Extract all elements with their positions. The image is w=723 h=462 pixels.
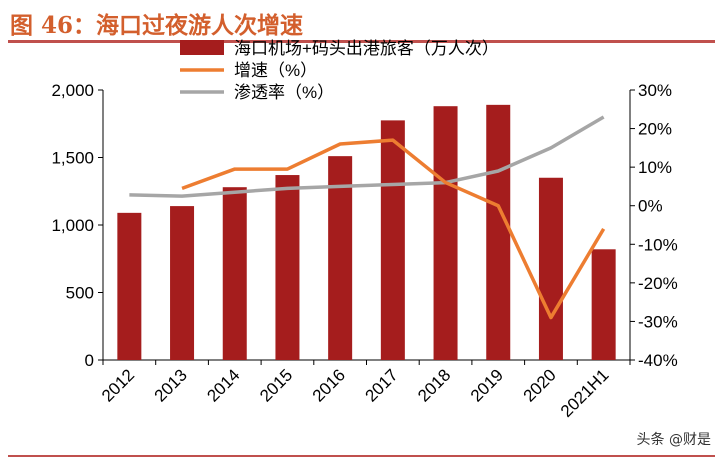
legend-label-bar: 海口机场+码头出港旅客（万人次） xyxy=(234,39,499,58)
x-tick-label: 2014 xyxy=(203,365,243,405)
x-tick-label: 2021H1 xyxy=(557,365,613,421)
legend-swatch-bar xyxy=(180,40,224,55)
right-tick-label: 0% xyxy=(638,197,663,216)
right-tick-label: 10% xyxy=(638,158,672,177)
x-tick-label: 2017 xyxy=(361,365,401,405)
x-tick-label: 2020 xyxy=(520,365,560,405)
bar xyxy=(222,187,247,360)
x-tick-label: 2016 xyxy=(309,365,349,405)
x-tick-label: 2012 xyxy=(98,365,138,405)
right-tick-label: -40% xyxy=(638,351,678,370)
left-tick-label: 500 xyxy=(66,284,94,303)
bar xyxy=(117,212,142,360)
left-tick-label: 2,000 xyxy=(51,81,94,100)
figure-title: 图 46：海口过夜游人次增速 xyxy=(10,12,304,39)
bottom-rule xyxy=(8,455,715,457)
bar xyxy=(380,120,405,360)
bar xyxy=(170,206,195,360)
bar xyxy=(433,106,458,360)
legend-label-penetration: 渗透率（%） xyxy=(234,83,334,102)
bar xyxy=(275,175,300,360)
legend-label-growth: 增速（%） xyxy=(234,61,317,80)
bar xyxy=(538,177,563,360)
growth-line xyxy=(181,138,606,320)
left-tick-label: 0 xyxy=(85,351,94,370)
penetration-line xyxy=(129,115,605,198)
right-tick-label: 30% xyxy=(638,81,672,100)
left-tick-label: 1,000 xyxy=(51,216,94,235)
x-tick-label: 2019 xyxy=(467,365,507,405)
right-tick-label: -20% xyxy=(638,274,678,293)
x-tick-label: 2015 xyxy=(256,365,296,405)
bar xyxy=(591,249,616,360)
bar xyxy=(486,104,511,360)
x-tick-label: 2013 xyxy=(151,365,191,405)
bar xyxy=(328,156,353,360)
right-tick-label: -30% xyxy=(638,312,678,331)
right-tick-label: 20% xyxy=(638,120,672,139)
right-tick-label: -10% xyxy=(638,235,678,254)
left-tick-label: 1,500 xyxy=(51,149,94,168)
watermark: 头条 @财是 xyxy=(636,432,711,448)
figure-title-bar: 图 46：海口过夜游人次增速 xyxy=(8,4,715,43)
x-tick-label: 2018 xyxy=(414,365,454,405)
